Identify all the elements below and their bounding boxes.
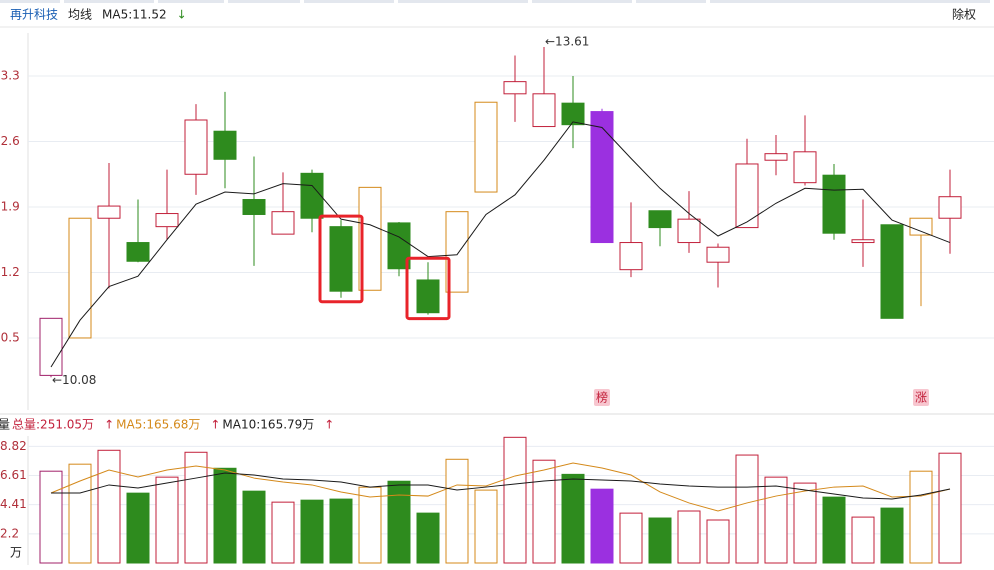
candle-body: [155, 213, 179, 228]
candle-body: [329, 226, 353, 292]
candle-body: [445, 211, 469, 293]
candle-body: [793, 151, 817, 184]
candle-body: [851, 239, 875, 244]
header-text: MA5:11.52: [102, 8, 167, 22]
volume-bar: [590, 488, 614, 564]
badge: [594, 389, 610, 406]
volume-bar: [764, 476, 788, 564]
header-text: ↑: [104, 418, 114, 432]
candle-body: [590, 111, 614, 244]
candle-body: [242, 199, 266, 215]
y-tick-label: 8.82: [0, 439, 27, 453]
price-annotation: ←10.08: [52, 373, 96, 387]
y-tick-label: 13.3: [0, 69, 20, 83]
volume-bar: [706, 519, 730, 564]
ma-line: [50, 121, 951, 368]
volume-bar: [358, 486, 382, 564]
candle-body: [648, 210, 672, 229]
volume-bar: [880, 507, 904, 564]
candle-body: [822, 174, 846, 234]
header-text: ↑: [210, 418, 220, 432]
header-text: ↑: [324, 418, 334, 432]
candle-body: [503, 81, 527, 95]
volume-ma-line: [50, 462, 951, 512]
volume-bar: [184, 451, 208, 564]
volume-bar: [909, 470, 933, 564]
highlight-box: [318, 214, 364, 304]
volume-ma-line: [51, 472, 951, 500]
candle-body: [300, 172, 324, 219]
header-text: 总量:251.05万: [12, 418, 94, 432]
y-tick-label: 2.2: [0, 526, 19, 540]
candle-body: [126, 242, 150, 262]
volume-bar: [735, 454, 759, 564]
volume-bar: [329, 498, 353, 564]
badge: [913, 389, 929, 406]
volume-bar: [97, 449, 121, 564]
volume-bar: [445, 458, 469, 564]
price-annotation: ←13.61: [545, 35, 589, 49]
volume-bar: [39, 470, 63, 564]
y-tick-label: 12.6: [0, 134, 20, 148]
badge-text: 榜: [596, 390, 608, 405]
volume-bar: [474, 489, 498, 564]
candle-body: [619, 242, 643, 271]
candle-body: [735, 163, 759, 229]
volume-bar: [851, 516, 875, 564]
volume-bar: [155, 476, 179, 564]
volume-bar: [648, 517, 672, 564]
candle-body: [68, 217, 92, 339]
header-text: 均线: [68, 8, 92, 22]
volume-bar: [126, 492, 150, 564]
candle-body: [39, 317, 63, 376]
adjust-button[interactable]: 除权: [952, 7, 976, 22]
y-tick-label: 10.5: [0, 330, 20, 344]
highlight-box: [405, 256, 451, 321]
candle-body: [764, 153, 788, 161]
tab-strip: [0, 0, 990, 3]
candle-body: [271, 211, 295, 235]
volume-bar: [561, 473, 585, 564]
candle-body: [474, 101, 498, 193]
volume-bar: [387, 480, 411, 564]
header-text: 量: [0, 418, 10, 432]
volume-bar: [822, 496, 846, 564]
y-tick-label: 11.9: [0, 200, 20, 214]
y-tick-label: 11.2: [0, 265, 20, 279]
header-text: MA5:165.68万: [116, 418, 200, 432]
candle-body: [561, 102, 585, 126]
y-tick-label: 6.61: [0, 468, 27, 482]
candle-body: [706, 246, 730, 263]
volume-bar: [677, 510, 701, 564]
volume-bar: [213, 467, 237, 564]
header-text: MA10:165.79万: [222, 418, 314, 432]
candle-body: [358, 186, 382, 291]
volume-bar: [793, 482, 817, 564]
candle-body: [880, 224, 904, 319]
candle-body: [677, 218, 701, 244]
candle-body: [938, 196, 962, 219]
volume-bar: [271, 501, 295, 564]
volume-bar: [938, 452, 962, 564]
y-tick-label: 4.41: [0, 497, 27, 511]
header-text: 再升科技: [10, 8, 58, 22]
volume-bar: [68, 463, 92, 564]
candle-body: [213, 130, 237, 160]
volume-bar: [300, 499, 324, 564]
volume-bar: [532, 459, 556, 564]
candle-body: [532, 93, 556, 128]
candle-body: [909, 217, 933, 236]
volume-bar: [503, 436, 527, 564]
candle-body: [184, 119, 208, 175]
header-text: ↓: [177, 8, 187, 22]
volume-bar: [416, 512, 440, 564]
candle-body: [97, 205, 121, 219]
unit-label: 万: [10, 546, 22, 560]
candle-body: [416, 279, 440, 314]
badge-text: 涨: [915, 390, 927, 405]
volume-bar: [619, 512, 643, 564]
volume-bar: [242, 490, 266, 564]
